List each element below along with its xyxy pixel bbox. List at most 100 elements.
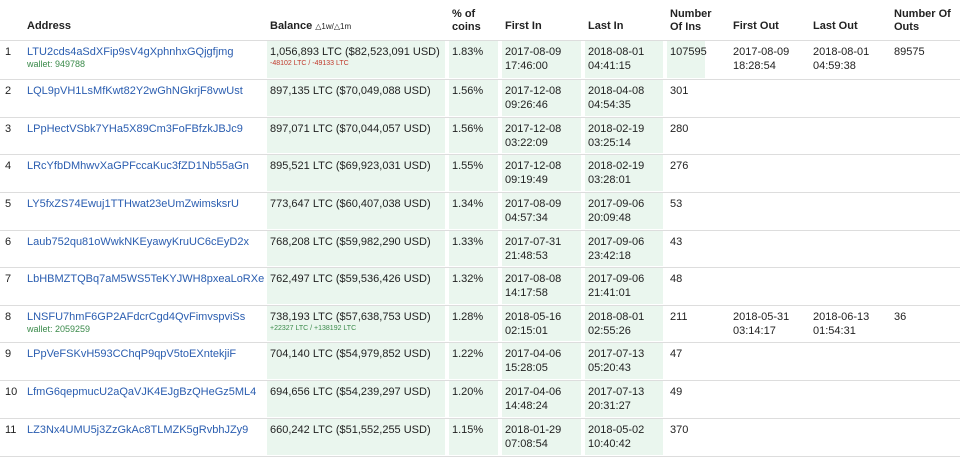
address-cell: Laub752qu81oWwkNKEyawyKruUC6cEyD2x <box>22 230 265 267</box>
ins: 53 <box>670 198 683 210</box>
cell-shade <box>585 155 663 191</box>
address-link[interactable]: LNSFU7hmF6GP2AFdcrCgd4QvFimvspviSs <box>27 311 246 323</box>
address-link[interactable]: LbHBMZTQBq7aM5WS5TeKYJWH8pxeaLoRXe <box>27 273 265 285</box>
ins: 280 <box>670 123 689 135</box>
first-in: 2017-12-08 03:22:09 <box>505 123 562 149</box>
percent-cell: 1.28% <box>447 305 500 342</box>
last-in-cell: 2018-02-19 03:28:01 <box>583 154 665 192</box>
address-link[interactable]: LZ3Nx4UMU5j3ZzGkAc8TLMZK5gRvbhJZy9 <box>27 424 249 436</box>
address-link[interactable]: Laub752qu81oWwkNKEyawyKruUC6cEyD2x <box>27 236 249 248</box>
balance-cell: 738,193 LTC ($57,638,753 USD) +22327 LTC … <box>265 305 447 342</box>
wallet-label: wallet: 949788 <box>27 59 86 69</box>
cell-shade <box>267 80 445 116</box>
rank: 1 <box>5 46 12 58</box>
address-link[interactable]: LPpVeFSKvH593CChqP9qpV5toEXntekjiF <box>27 348 237 360</box>
rank-cell: 9 <box>0 342 22 380</box>
address-cell: LTU2cds4aSdXFip9sV4gXphnhxGQjgfjmg wallet… <box>22 40 265 79</box>
last-in: 2018-08-01 04:41:15 <box>588 46 645 72</box>
cell-shade <box>502 80 581 116</box>
first-out: 2018-05-31 03:14:17 <box>733 311 790 337</box>
first-in-cell: 2017-08-08 14:17:58 <box>500 267 583 305</box>
cell-shade <box>449 419 498 455</box>
percent: 1.20% <box>452 386 484 398</box>
cell-shade <box>267 155 445 191</box>
address-link[interactable]: LY5fxZS74Ewuj1TTHwat23eUmZwimsksrU <box>27 198 239 210</box>
address-link[interactable]: LPpHectVSbk7YHa5X89Cm3FoFBfzkJBJc9 <box>27 123 243 135</box>
address-link[interactable]: LQL9pVH1LsMfKwt82Y2wGhNGkrjF8vwUst <box>27 85 243 97</box>
percent-cell: 1.55% <box>447 154 500 192</box>
first-in: 2017-07-31 21:48:53 <box>505 236 562 262</box>
address-link[interactable]: LRcYfbDMhwvXaGPFccaKuc3fZD1Nb55aGn <box>27 160 249 172</box>
address-cell: LPpVeFSKvH593CChqP9qpV5toEXntekjiF <box>22 342 265 380</box>
cell-shade <box>267 41 445 78</box>
first-in: 2017-12-08 09:19:49 <box>505 160 562 186</box>
last-in: 2017-09-06 21:41:01 <box>588 273 645 299</box>
first-in-cell: 2017-08-09 04:57:34 <box>500 192 583 230</box>
last-in-cell: 2017-09-06 21:41:01 <box>583 267 665 305</box>
cell-shade <box>449 155 498 191</box>
column-header: Number Of Outs <box>894 8 951 33</box>
column-header: Number Of Ins <box>670 8 712 33</box>
row-separator <box>0 456 960 457</box>
balance-delta-header: △1w/△1m <box>315 22 352 31</box>
cell-shade <box>502 155 581 191</box>
percent: 1.28% <box>452 311 484 323</box>
cell-shade <box>267 193 445 229</box>
balance-cell: 895,521 LTC ($69,923,031 USD) <box>265 154 447 192</box>
percent-cell: 1.34% <box>447 192 500 230</box>
cell-shade <box>267 231 445 266</box>
first-in: 2017-04-06 14:48:24 <box>505 386 562 412</box>
first-in: 2017-08-08 14:17:58 <box>505 273 562 299</box>
percent: 1.22% <box>452 348 484 360</box>
first-in-cell: 2017-12-08 03:22:09 <box>500 117 583 154</box>
address-link[interactable]: LfmG6qepmucU2aQaVJK4EJgBzQHeGz5ML4 <box>27 386 257 398</box>
cell-shade <box>502 41 581 78</box>
ins: 48 <box>670 273 683 285</box>
address-cell: LNSFU7hmF6GP2AFdcrCgd4QvFimvspviSs wallet… <box>22 305 265 342</box>
last-in-cell: 2018-05-02 10:40:42 <box>583 418 665 456</box>
rank: 10 <box>5 386 18 398</box>
balance-cell: 704,140 LTC ($54,979,852 USD) <box>265 342 447 380</box>
percent-cell: 1.33% <box>447 230 500 267</box>
cell-shade <box>449 231 498 266</box>
rank-cell: 2 <box>0 79 22 117</box>
percent: 1.56% <box>452 85 484 97</box>
last-in-cell: 2017-09-06 20:09:48 <box>583 192 665 230</box>
column-header: Last Out <box>813 20 858 32</box>
ins-cell: 370 <box>665 418 728 456</box>
cell-shade <box>267 268 445 304</box>
last-in-cell: 2017-07-13 20:31:27 <box>583 380 665 418</box>
rank: 7 <box>5 273 12 285</box>
outs: 89575 <box>894 46 925 58</box>
rank: 2 <box>5 85 12 97</box>
percent-cell: 1.56% <box>447 117 500 154</box>
balance-value: 694,656 LTC ($54,239,297 USD) <box>270 386 431 398</box>
cell-shade <box>449 118 498 153</box>
first-in: 2017-08-09 17:46:00 <box>505 46 562 72</box>
ins: 49 <box>670 386 683 398</box>
last-in-cell: 2018-08-01 02:55:26 <box>583 305 665 342</box>
address-cell: LY5fxZS74Ewuj1TTHwat23eUmZwimsksrU <box>22 192 265 230</box>
balance-value: 897,135 LTC ($70,049,088 USD) <box>270 85 431 97</box>
row-separator <box>0 79 960 80</box>
first-in: 2018-01-29 07:08:54 <box>505 424 562 450</box>
ins-cell: 53 <box>665 192 728 230</box>
last-in-cell: 2017-07-13 05:20:43 <box>583 342 665 380</box>
cell-shade <box>267 419 445 455</box>
first-in: 2018-05-16 02:15:01 <box>505 311 562 337</box>
last-in: 2017-07-13 05:20:43 <box>588 348 645 374</box>
percent: 1.34% <box>452 198 484 210</box>
rank-cell: 5 <box>0 192 22 230</box>
balance-cell: 897,135 LTC ($70,049,088 USD) <box>265 79 447 117</box>
address-cell: LZ3Nx4UMU5j3ZzGkAc8TLMZK5gRvbhJZy9 <box>22 418 265 456</box>
cell-shade <box>449 80 498 116</box>
ins: 47 <box>670 348 683 360</box>
cell-shade <box>585 231 663 266</box>
address-link[interactable]: LTU2cds4aSdXFip9sV4gXphnhxGQjgfjmg <box>27 46 234 58</box>
cell-shade <box>502 419 581 455</box>
row-separator <box>0 342 960 343</box>
balance-value: 895,521 LTC ($69,923,031 USD) <box>270 160 431 172</box>
first-in-cell: 2017-04-06 15:28:05 <box>500 342 583 380</box>
first-in: 2017-08-09 04:57:34 <box>505 198 562 224</box>
